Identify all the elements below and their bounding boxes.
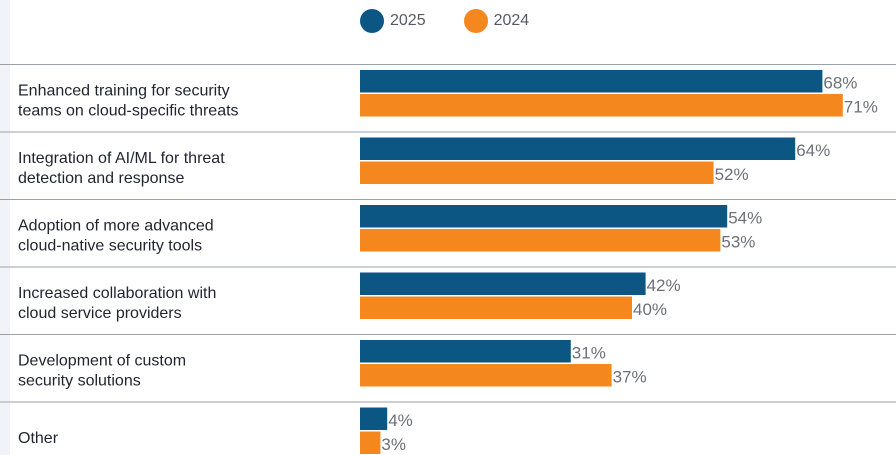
category-label: Other: [18, 430, 59, 447]
category-label-line: teams on cloud-specific threats: [18, 102, 239, 119]
category-label-line: Enhanced training for security: [18, 82, 230, 99]
category-label-line: Development of custom: [18, 352, 186, 369]
category-label-line: Increased collaboration with: [18, 285, 216, 302]
bar-2025: [360, 205, 727, 228]
category-label: Adoption of more advanced cloud-native se…: [18, 217, 214, 254]
value-label-2025: 42%: [647, 276, 681, 295]
value-label-2024: 52%: [715, 165, 749, 184]
bar-2024: [360, 297, 632, 320]
value-label-2024: 37%: [613, 368, 647, 387]
value-label-2024: 3%: [381, 435, 406, 454]
bar-2024: [360, 364, 612, 387]
category-label-line: Integration of AI/ML for threat: [18, 150, 225, 167]
value-label-2024: 71%: [844, 98, 878, 117]
category-label: Enhanced training for security teams on c…: [18, 82, 239, 119]
category-label: Integration of AI/ML for threat detection…: [18, 150, 225, 187]
bar-2024: [360, 162, 714, 185]
category-label-line: cloud-native security tools: [18, 237, 202, 254]
bar-2025: [360, 138, 795, 161]
category-label: Increased collaboration with cloud servic…: [18, 285, 216, 322]
value-label-2025: 64%: [796, 141, 830, 160]
bar-2024: [360, 229, 720, 252]
category-label-line: Other: [18, 430, 59, 447]
category-label-line: security solutions: [18, 372, 141, 389]
value-label-2025: 4%: [388, 411, 413, 430]
bar-2024: [360, 94, 843, 117]
bar-2024: [360, 432, 380, 455]
bar-2025: [360, 340, 571, 363]
value-label-2025: 31%: [572, 344, 606, 363]
bar-2025: [360, 408, 387, 431]
category-label: Development of custom security solutions: [18, 352, 186, 389]
value-label-2024: 40%: [633, 300, 667, 319]
value-label-2025: 68%: [823, 74, 857, 93]
value-label-2025: 54%: [728, 209, 762, 228]
bar-2025: [360, 273, 646, 296]
category-label-line: detection and response: [18, 170, 184, 187]
category-label-line: cloud service providers: [18, 305, 182, 322]
bar-2025: [360, 70, 822, 93]
category-label-line: Adoption of more advanced: [18, 217, 214, 234]
value-label-2024: 53%: [721, 233, 755, 252]
